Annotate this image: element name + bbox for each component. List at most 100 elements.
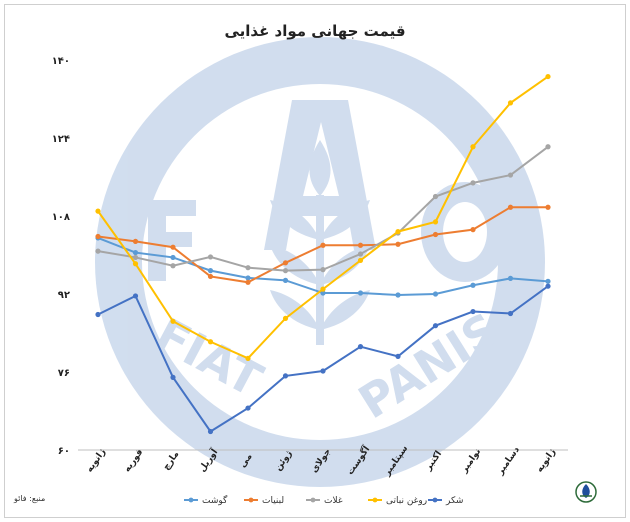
legend-item: لبنیات xyxy=(244,496,284,506)
x-tick-label: مارچ xyxy=(161,450,181,473)
data-point xyxy=(320,242,326,248)
data-point xyxy=(170,374,176,380)
legend-marker xyxy=(432,497,438,503)
data-point xyxy=(507,172,514,178)
y-tick-label: ۱۴۰ xyxy=(52,56,70,67)
legend-item: غلات xyxy=(306,496,343,506)
data-point xyxy=(395,229,401,235)
data-point xyxy=(320,368,326,374)
chart-title: قیمت جهانی مواد غذایی xyxy=(224,22,406,40)
legend-item: شکر xyxy=(428,496,463,506)
legend-label: گوشت xyxy=(202,494,228,506)
data-point xyxy=(357,257,364,263)
legend-marker xyxy=(310,497,316,503)
data-point xyxy=(545,144,551,150)
data-point xyxy=(395,353,401,359)
data-point xyxy=(132,261,139,267)
data-point xyxy=(357,290,364,296)
y-tick-label: ۶۰ xyxy=(58,446,70,457)
data-point xyxy=(357,344,364,350)
source-note: منبع: فائو xyxy=(14,494,46,503)
data-point xyxy=(282,277,289,283)
y-tick-label: ۱۰۸ xyxy=(52,212,70,223)
fao-watermark-logo: FIAT PANIS xyxy=(95,37,545,487)
data-point xyxy=(545,204,551,210)
legend-label: شکر xyxy=(445,496,463,506)
data-point xyxy=(395,292,401,298)
data-point xyxy=(207,273,214,280)
x-tick-label: فوریه xyxy=(122,447,145,474)
data-point xyxy=(470,308,476,315)
x-tick-label: ژانویه xyxy=(535,447,558,474)
data-point xyxy=(507,100,514,106)
series-layer xyxy=(95,73,551,435)
data-point xyxy=(282,373,289,379)
data-point xyxy=(245,265,251,271)
y-tick-label: ۹۲ xyxy=(58,290,70,301)
data-point xyxy=(470,180,476,186)
legend-item: روغن نباتی xyxy=(368,496,427,506)
legend-label: غلات xyxy=(324,496,343,506)
data-point xyxy=(170,254,176,261)
series-4 xyxy=(95,283,551,435)
data-point xyxy=(320,286,326,292)
data-point xyxy=(170,244,176,250)
data-point xyxy=(545,283,551,289)
data-point xyxy=(432,323,439,329)
data-point xyxy=(507,275,514,281)
data-point xyxy=(545,278,551,284)
data-point xyxy=(245,405,251,411)
data-point xyxy=(282,260,289,266)
legend-marker xyxy=(372,497,378,503)
y-tick-label: ۱۲۴ xyxy=(52,134,70,145)
series-2 xyxy=(95,144,551,274)
data-point xyxy=(245,275,251,281)
data-point xyxy=(432,219,439,225)
y-axis-ticks: ۶۰ ۷۶ ۹۲ ۱۰۸ ۱۲۴ ۱۴۰ xyxy=(52,56,70,457)
data-point xyxy=(432,193,439,200)
data-point xyxy=(132,293,139,299)
data-point xyxy=(357,242,364,248)
data-point xyxy=(132,249,139,256)
series-0 xyxy=(95,235,551,298)
data-point xyxy=(432,291,439,297)
data-point xyxy=(395,241,401,247)
y-tick-label: ۷۶ xyxy=(58,368,70,379)
series-1 xyxy=(95,204,551,285)
data-point xyxy=(132,238,139,244)
data-point xyxy=(95,208,101,214)
data-point xyxy=(470,282,476,288)
data-point xyxy=(132,254,139,261)
x-tick-label: ژانویه xyxy=(85,447,108,474)
legend-label: لبنیات xyxy=(262,496,284,506)
data-point xyxy=(170,263,176,269)
data-point xyxy=(507,310,514,317)
legend-label: روغن نباتی xyxy=(386,496,427,506)
data-point xyxy=(170,318,176,324)
data-point xyxy=(245,279,251,285)
organization-logo xyxy=(575,481,597,503)
data-point xyxy=(207,428,214,435)
data-point xyxy=(432,231,439,238)
data-point xyxy=(545,73,551,80)
legend-item: گوشت xyxy=(184,494,228,506)
data-point xyxy=(357,251,364,257)
data-point xyxy=(207,339,214,345)
data-point xyxy=(95,233,101,240)
data-point xyxy=(470,227,476,233)
data-point xyxy=(320,267,326,273)
data-point xyxy=(282,268,289,274)
series-3 xyxy=(95,73,551,361)
x-tick-label: نوامبر xyxy=(459,447,483,476)
data-point xyxy=(95,248,101,254)
legend: گوشت لبنیات غلات روغن نباتی شکر xyxy=(184,494,463,506)
legend-marker xyxy=(248,497,254,503)
data-point xyxy=(207,254,214,260)
data-point xyxy=(207,268,214,274)
data-point xyxy=(95,311,101,318)
data-point xyxy=(470,144,476,150)
data-point xyxy=(282,315,289,321)
data-point xyxy=(507,204,514,210)
data-point xyxy=(245,355,251,361)
